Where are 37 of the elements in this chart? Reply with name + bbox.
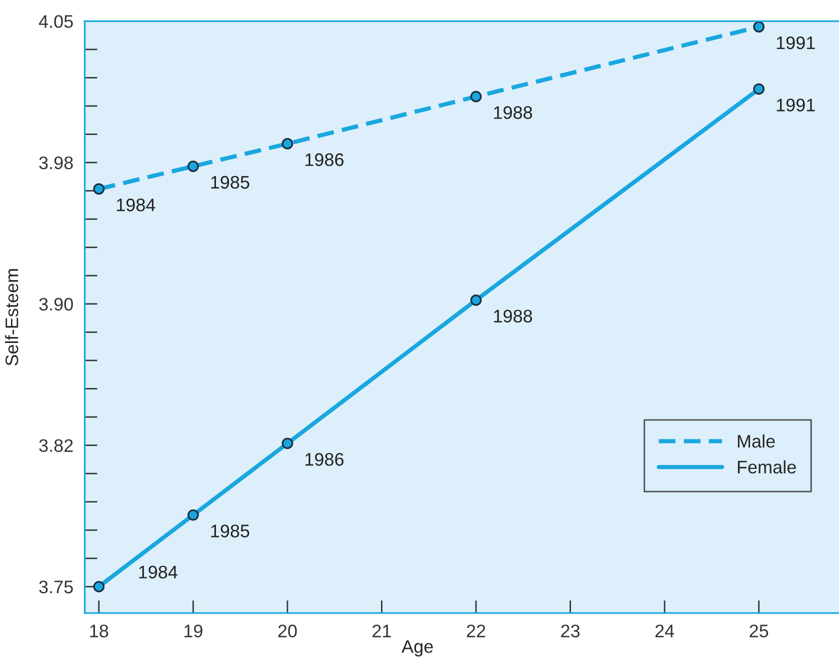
annotation: 1988: [494, 310, 532, 323]
y-tick-label: 3.82: [39, 439, 73, 452]
annotation: 1988: [494, 106, 532, 119]
point: [93, 580, 105, 592]
annotation: 1984: [116, 198, 156, 212]
y-tick-label: 4.05: [38, 15, 73, 28]
y-tick-label: 3.75: [39, 580, 73, 594]
annotation: 1985: [211, 176, 250, 189]
annotation: 1984: [139, 566, 178, 578]
annotation: 1986: [305, 153, 344, 166]
y-axis-title: Self-Esteem: [4, 269, 18, 366]
point: [470, 90, 482, 102]
x-tick-label: 24: [655, 624, 674, 638]
point: [93, 183, 105, 195]
x-tick-label: 20: [278, 624, 297, 638]
point: [753, 83, 765, 95]
annotation: 1986: [305, 453, 344, 466]
point: [187, 509, 199, 521]
annotation: 1991: [776, 36, 815, 50]
x-tick-label: 23: [561, 624, 580, 638]
legend-label: Female: [738, 460, 796, 474]
x-tick-label: 18: [90, 624, 108, 638]
point: [282, 438, 294, 450]
y-tick-label: 3.90: [39, 298, 73, 311]
y-tick-label: 3.98: [39, 156, 73, 170]
point: [753, 21, 765, 33]
point: [187, 160, 199, 172]
x-tick-label: 25: [750, 624, 768, 638]
point: [470, 294, 482, 306]
legend-label: Male: [738, 434, 775, 448]
point: [282, 138, 294, 150]
x-tick-label: 21: [372, 624, 391, 638]
annotation: 1985: [211, 524, 250, 538]
x-axis-title: Age: [402, 640, 433, 656]
x-tick-label: 22: [466, 624, 486, 638]
x-tick-label: 19: [184, 624, 202, 638]
annotation: 1991: [776, 98, 815, 112]
